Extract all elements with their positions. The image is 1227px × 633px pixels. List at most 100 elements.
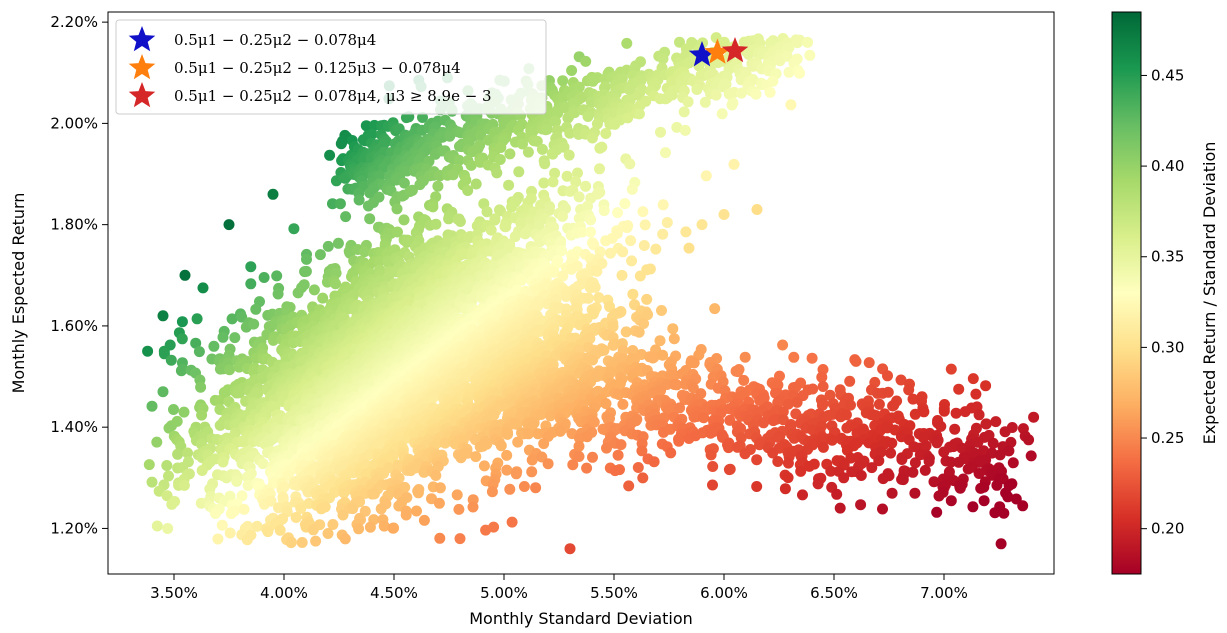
- scatter-point: [785, 99, 797, 111]
- scatter-point: [802, 36, 814, 48]
- scatter-point: [522, 146, 534, 158]
- scatter-point: [751, 204, 763, 215]
- scatter-point: [430, 218, 442, 230]
- scatter-point: [622, 112, 634, 124]
- scatter-point: [596, 141, 608, 153]
- scatter-point: [366, 128, 378, 140]
- scatter-point: [443, 213, 455, 225]
- scatter-point: [500, 221, 512, 233]
- scatter-point: [364, 187, 376, 199]
- scatter-point: [257, 373, 269, 384]
- scatter-point: [506, 201, 518, 213]
- scatter-point: [718, 36, 730, 48]
- scatter-point: [210, 508, 221, 519]
- scatter-point: [427, 201, 439, 213]
- scatter-point: [472, 142, 484, 154]
- scatter-point: [612, 207, 624, 219]
- scatter-point: [627, 288, 639, 300]
- scatter-point: [657, 53, 669, 65]
- scatter-point: [172, 448, 184, 460]
- scatter-point: [335, 138, 347, 150]
- scatter-point: [163, 422, 175, 434]
- scatter-point: [582, 292, 594, 304]
- scatter-point: [657, 199, 669, 211]
- scatter-point: [655, 126, 666, 138]
- scatter-point: [547, 148, 559, 160]
- scatter-point: [503, 179, 515, 191]
- scatter-point: [176, 316, 188, 328]
- scatter-point: [250, 303, 262, 315]
- scatter-point: [267, 334, 279, 346]
- scatter-point: [398, 177, 410, 189]
- scatter-point: [162, 523, 174, 534]
- scatter-point: [165, 354, 177, 366]
- scatter-point: [166, 498, 178, 510]
- scatter-point: [296, 537, 308, 548]
- scatter-point: [489, 214, 501, 226]
- scatter-point: [626, 255, 638, 267]
- scatter-point: [330, 278, 341, 290]
- scatter-point: [364, 213, 376, 225]
- scatter-point: [322, 240, 334, 252]
- scatter-point: [589, 281, 601, 293]
- scatter-point: [641, 293, 653, 305]
- scatter-point: [557, 75, 569, 87]
- scatter-point: [678, 106, 690, 118]
- scatter-point: [794, 67, 805, 79]
- scatter-point: [142, 345, 154, 357]
- scatter-point: [504, 148, 516, 160]
- scatter-point: [317, 292, 329, 304]
- scatter-point: [550, 116, 561, 128]
- scatter-point: [563, 149, 575, 161]
- scatter-point: [178, 406, 190, 418]
- scatter-point: [538, 177, 550, 189]
- scatter-point: [494, 154, 506, 165]
- scatter-point: [792, 37, 803, 49]
- scatter-point: [513, 166, 525, 178]
- scatter-point: [661, 217, 673, 228]
- scatter-point: [248, 318, 260, 330]
- scatter-point: [258, 272, 270, 283]
- scatter-point: [196, 465, 208, 476]
- scatter-point: [171, 415, 183, 427]
- scatter-point: [750, 88, 762, 100]
- scatter-point: [657, 228, 669, 240]
- scatter-point: [594, 186, 606, 198]
- scatter-point: [314, 249, 326, 261]
- scatter-point: [716, 108, 728, 120]
- scatter-point: [176, 333, 188, 345]
- scatter-point: [252, 387, 264, 399]
- scatter-point: [214, 395, 226, 406]
- scatter-point: [558, 141, 570, 153]
- scatter-point: [360, 120, 372, 132]
- scatter-point: [368, 488, 380, 500]
- scatter-point: [179, 269, 191, 281]
- scatter-point: [531, 135, 543, 147]
- scatter-point: [301, 253, 312, 265]
- scatter-point: [398, 214, 410, 226]
- scatter-point: [262, 526, 274, 538]
- scatter-point: [223, 219, 235, 231]
- scatter-point: [624, 158, 636, 170]
- scatter-point: [146, 400, 158, 412]
- scatter-point: [241, 534, 253, 546]
- scatter-point: [549, 167, 561, 179]
- scatter-point: [285, 537, 297, 549]
- scatter-point: [626, 183, 638, 195]
- scatter-point: [640, 95, 652, 107]
- scatter-point: [483, 134, 495, 146]
- scatter-point: [624, 84, 636, 96]
- scatter-point: [644, 263, 656, 275]
- scatter-point: [168, 404, 179, 415]
- scatter-point: [157, 386, 169, 398]
- scatter-point: [633, 108, 645, 120]
- scatter-point: [699, 96, 711, 108]
- scatter-point: [515, 274, 527, 286]
- scatter-point: [710, 89, 722, 101]
- scatter-point: [591, 265, 603, 277]
- scatter-point: [290, 512, 302, 523]
- scatter-point: [414, 179, 426, 191]
- scatter-point: [208, 340, 220, 352]
- scatter-point: [557, 210, 568, 222]
